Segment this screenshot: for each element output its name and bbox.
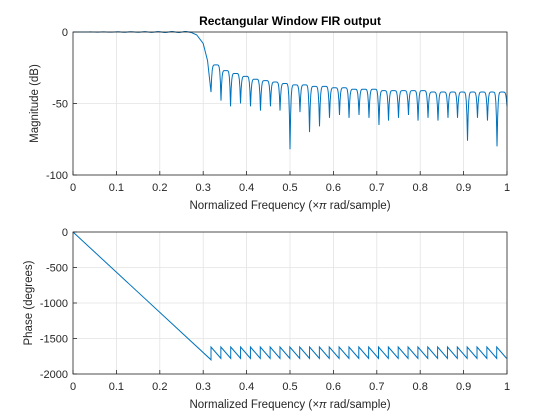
phase-ytick-label: -2000 [40, 369, 68, 381]
magnitude-ytick-label: -50 [52, 99, 68, 111]
magnitude-xtick-label: 0.7 [369, 182, 384, 194]
magnitude-ylabel: Magnitude (dB) [29, 64, 41, 143]
phase-xlabel: Normalized Frequency (×π rad/sample) [189, 399, 390, 411]
magnitude-ytick-label: -100 [46, 170, 68, 182]
phase-xtick-label: 0.8 [413, 381, 428, 393]
phase-xtick-label: 0 [70, 381, 76, 393]
magnitude-xtick-label: 0.9 [456, 182, 471, 194]
magnitude-xtick-label: 0.5 [282, 182, 297, 194]
magnitude-ytick-label: 0 [62, 27, 68, 39]
phase-ytick-label: -500 [46, 263, 68, 275]
magnitude-xtick-label: 0.2 [152, 182, 167, 194]
magnitude-xtick-label: 0 [70, 182, 76, 194]
phase-xtick-label: 0.3 [196, 381, 211, 393]
phase-xtick-label: 0.4 [239, 381, 254, 393]
phase-xtick-label: 0.5 [282, 381, 297, 393]
phase-xtick-label: 1 [504, 381, 510, 393]
phase-xtick-label: 0.1 [109, 381, 124, 393]
phase-ylabel: Phase (degrees) [23, 260, 35, 345]
magnitude-axes: 0 0.1 0.2 0.3 0.4 0.5 0.6 0.7 0.8 0.9 1 -100 -50 0 Re… [29, 14, 510, 212]
magnitude-xtick-label: 0.8 [413, 182, 428, 194]
magnitude-ticks: 0 0.1 0.2 0.3 0.4 0.5 0.6 0.7 0.8 0.9 1 -100 -50 0 [46, 27, 510, 194]
phase-response-line [72, 231, 507, 361]
magnitude-xlabel: Normalized Frequency (×π rad/sample) [189, 200, 390, 212]
magnitude-xtick-label: 0.4 [239, 182, 254, 194]
magnitude-title: Rectangular Window FIR output [199, 14, 381, 28]
magnitude-xtick-label: 0.3 [196, 182, 211, 194]
magnitude-xtick-label: 1 [504, 182, 510, 194]
phase-ticks: 0 0.1 0.2 0.3 0.4 0.5 0.6 0.7 0.8 0.9 1 -2000 -1500 -… [40, 227, 510, 393]
magnitude-xtick-label: 0.6 [326, 182, 341, 194]
phase-ytick-label: -1500 [40, 334, 68, 346]
phase-xtick-label: 0.7 [369, 381, 384, 393]
phase-xtick-label: 0.6 [326, 381, 341, 393]
magnitude-response-line [72, 30, 508, 150]
magnitude-xtick-label: 0.1 [109, 182, 124, 194]
phase-ytick-label: 0 [62, 227, 68, 239]
phase-ytick-label: -1000 [40, 298, 68, 310]
phase-xtick-label: 0.2 [152, 381, 167, 393]
phase-axes: 0 0.1 0.2 0.3 0.4 0.5 0.6 0.7 0.8 0.9 1 -2000 -1500 -… [23, 227, 510, 411]
phase-xtick-label: 0.9 [456, 381, 471, 393]
